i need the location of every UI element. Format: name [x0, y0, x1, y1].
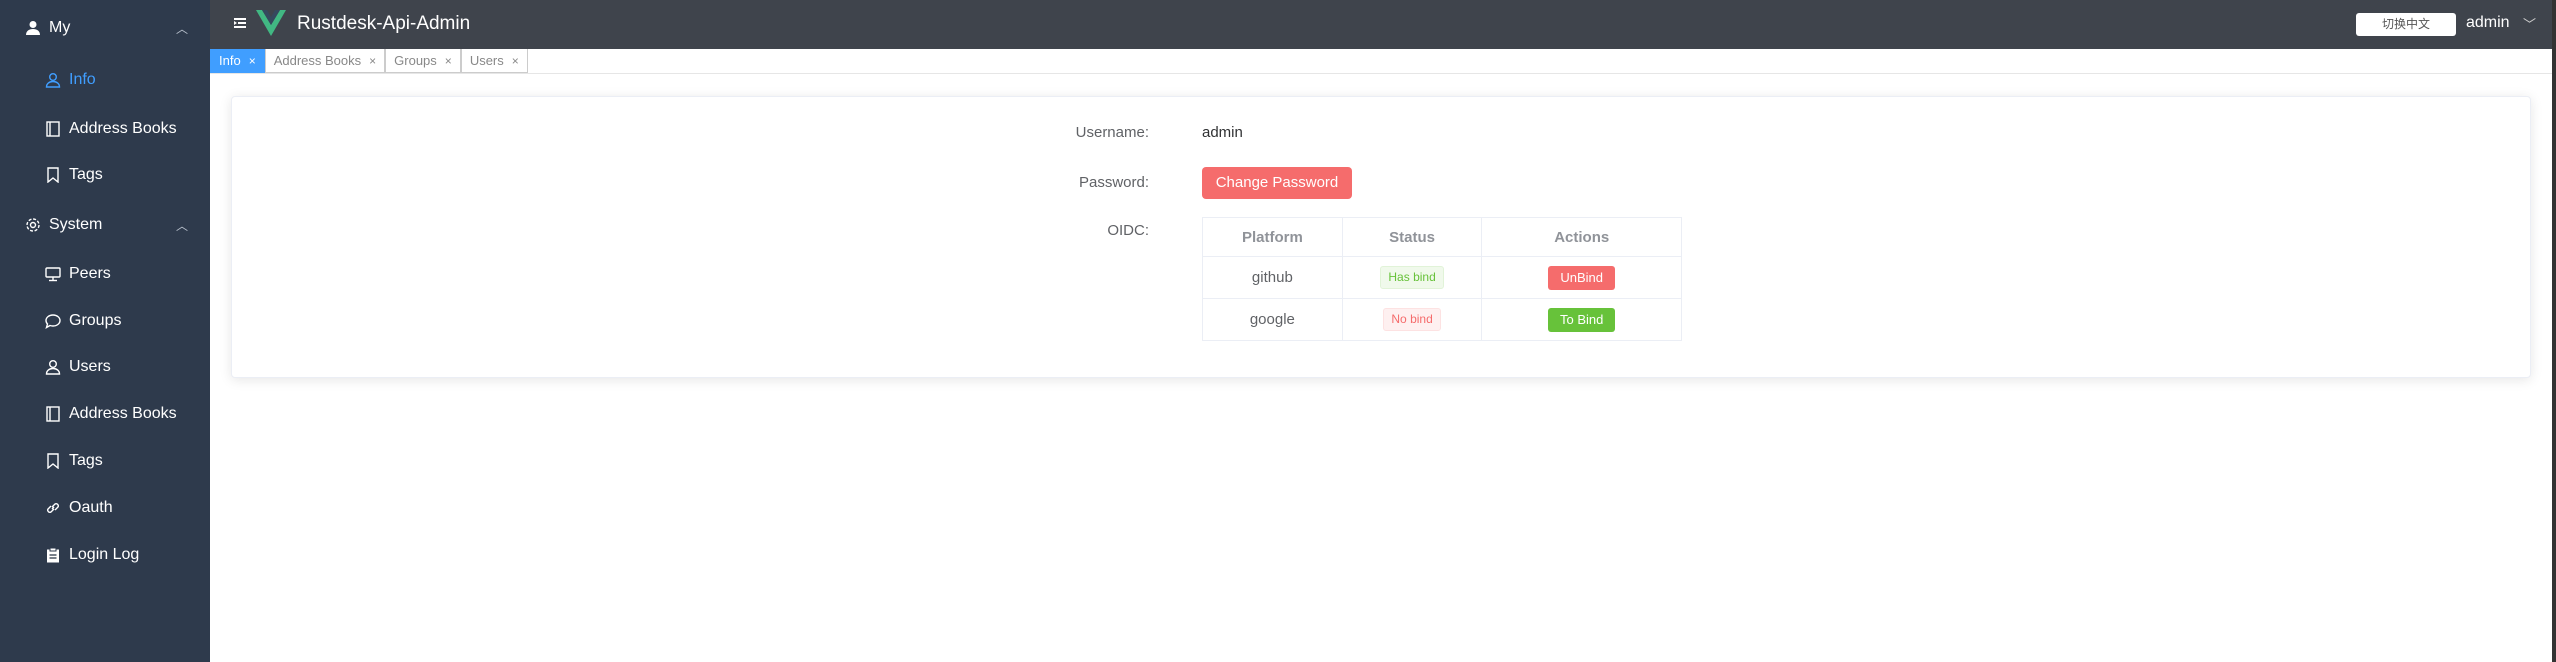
sidebar-item-label: Tags	[69, 452, 103, 469]
sidebar-item-address-books[interactable]: Address Books	[0, 107, 210, 151]
chevron-up-icon: ︿	[176, 218, 189, 233]
menu-fold-icon[interactable]	[232, 15, 248, 31]
tab-users[interactable]: Users ×	[460, 49, 528, 73]
oidc-table: Platform Status Actions github Has bind …	[1202, 217, 1682, 341]
tab-address-books[interactable]: Address Books ×	[264, 49, 386, 73]
sidebar-item-label: Users	[69, 358, 111, 375]
tab-label: Info	[219, 53, 241, 68]
sidebar-item-info[interactable]: Info	[0, 58, 210, 102]
status-badge: No bind	[1383, 308, 1441, 331]
status-badge: Has bind	[1380, 266, 1444, 289]
bookmark-icon	[44, 166, 62, 184]
status-cell: Has bind	[1341, 256, 1483, 299]
close-icon[interactable]: ×	[444, 53, 452, 68]
top-header: Rustdesk-Api-Admin 切换中文 admin ﹀	[210, 0, 2556, 49]
sidebar-group-my[interactable]: My ︿	[0, 6, 210, 50]
sidebar-item-peers[interactable]: Peers	[0, 252, 210, 296]
sidebar-item-users[interactable]: Users	[0, 345, 210, 389]
switch-language-button[interactable]: 切换中文	[2356, 13, 2456, 36]
column-header: Platform	[1202, 217, 1343, 257]
clipboard-icon	[44, 546, 62, 564]
sidebar-item-label: Oauth	[69, 499, 113, 516]
tab-label: Users	[469, 53, 504, 68]
tab-bar: Info × Address Books × Groups × Users ×	[210, 49, 2552, 74]
monitor-icon	[44, 265, 62, 283]
sidebar-item-tags[interactable]: Tags	[0, 439, 210, 483]
tab-label: Groups	[394, 53, 437, 68]
tab-groups[interactable]: Groups ×	[385, 49, 461, 73]
close-icon[interactable]: ×	[248, 53, 256, 68]
info-card: Username: admin Password: Change Passwor…	[231, 96, 2531, 378]
column-header: Actions	[1481, 217, 1682, 257]
sidebar-item-login-log[interactable]: Login Log	[0, 533, 210, 577]
sidebar-item-label: Info	[69, 71, 96, 88]
sidebar-item-label: Address Books	[69, 120, 177, 137]
user-menu[interactable]: admin	[2466, 14, 2510, 31]
user-icon	[44, 358, 62, 376]
sidebar-group-label: System	[49, 216, 103, 233]
chevron-down-icon[interactable]: ﹀	[2523, 17, 2537, 32]
sidebar-item-groups[interactable]: Groups	[0, 299, 210, 343]
platform-cell: google	[1202, 298, 1343, 341]
sidebar-item-label: Login Log	[69, 546, 140, 563]
sidebar-group-system[interactable]: System ︿	[0, 203, 210, 247]
sidebar-item-label: Tags	[69, 166, 103, 183]
table-row: google No bind To Bind	[1202, 298, 1682, 341]
username-label: Username:	[1075, 124, 1149, 141]
chevron-up-icon: ︿	[176, 21, 189, 36]
notebook-icon	[44, 405, 62, 423]
sidebar-item-label: Groups	[69, 312, 122, 329]
sidebar-item-oauth[interactable]: Oauth	[0, 486, 210, 530]
sidebar-item-address-books[interactable]: Address Books	[0, 392, 210, 436]
tab-label: Address Books	[273, 53, 362, 68]
username-value: admin	[1202, 124, 1243, 141]
to-bind-button[interactable]: To Bind	[1548, 307, 1616, 332]
chat-bubble-icon	[44, 312, 62, 330]
column-header: Status	[1341, 217, 1483, 257]
oidc-label: OIDC:	[1107, 222, 1149, 239]
bookmark-icon	[44, 452, 62, 470]
app-title: Rustdesk-Api-Admin	[297, 13, 471, 34]
window-edge	[2552, 0, 2556, 662]
password-label: Password:	[1078, 174, 1149, 191]
sidebar-item-label: Peers	[69, 265, 111, 282]
actions-cell: To Bind	[1481, 298, 1682, 341]
vue-logo-icon	[256, 9, 286, 42]
tab-info[interactable]: Info ×	[210, 49, 265, 73]
actions-cell: UnBind	[1481, 256, 1682, 299]
table-row: github Has bind UnBind	[1202, 256, 1682, 299]
sidebar-group-label: My	[49, 19, 71, 36]
platform-cell: github	[1202, 256, 1343, 299]
table-header-row: Platform Status Actions	[1202, 217, 1682, 257]
close-icon[interactable]: ×	[511, 53, 519, 68]
sidebar: My ︿ Info Address Books Tags System ︿ Pe…	[0, 0, 210, 662]
gear-icon	[24, 216, 42, 234]
sidebar-item-label: Address Books	[69, 405, 177, 422]
status-cell: No bind	[1341, 298, 1483, 341]
link-icon	[44, 499, 62, 517]
user-filled-icon	[24, 19, 42, 37]
user-icon	[44, 71, 62, 89]
notebook-icon	[44, 120, 62, 138]
unbind-button[interactable]: UnBind	[1548, 265, 1616, 290]
close-icon[interactable]: ×	[369, 53, 377, 68]
sidebar-item-tags[interactable]: Tags	[0, 153, 210, 197]
change-password-button[interactable]: Change Password	[1202, 167, 1352, 199]
